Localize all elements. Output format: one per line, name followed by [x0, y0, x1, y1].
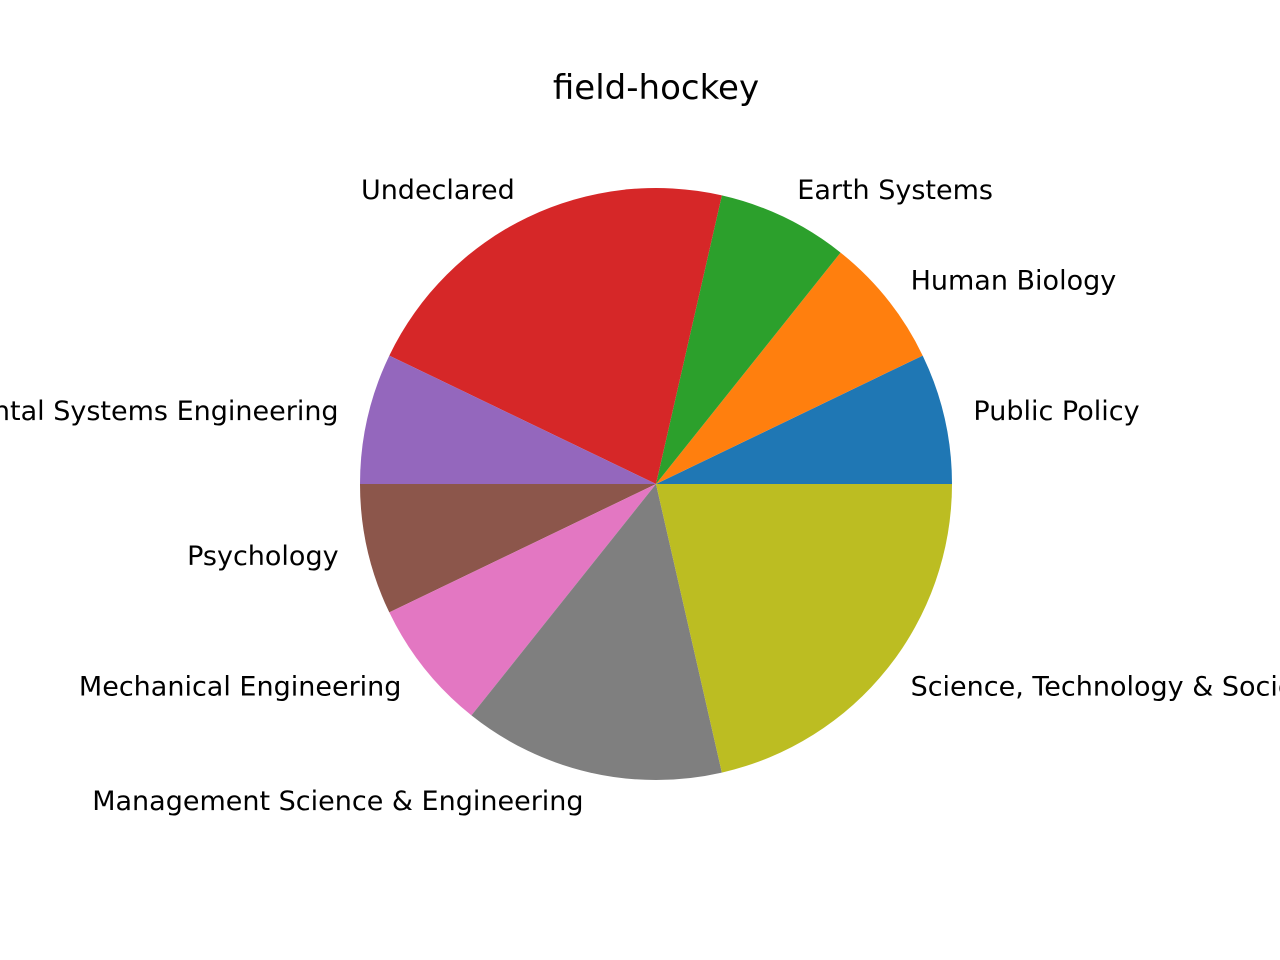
pie-slice-undeclared	[389, 188, 722, 485]
slice-label-psychology: Psychology	[187, 541, 338, 572]
slice-label-earth-systems: Earth Systems	[797, 175, 993, 206]
slice-label-environmental-systems-engineering: Environmental Systems Engineering	[0, 396, 339, 427]
pie-slice-management-science-engineering	[471, 484, 722, 780]
slice-label-public-policy: Public Policy	[973, 396, 1139, 427]
slice-label-mechanical-engineering: Mechanical Engineering	[79, 672, 402, 703]
pie-slice-environmental-systems-engineering	[360, 355, 656, 484]
slice-label-human-biology: Human Biology	[911, 265, 1117, 296]
slice-label-undeclared: Undeclared	[361, 175, 515, 206]
pie-slice-public-policy	[656, 355, 952, 484]
slice-label-management-science-engineering: Management Science & Engineering	[92, 786, 583, 817]
pie-slices	[360, 188, 952, 780]
slice-label-science-technology-society: Science, Technology & Society	[911, 672, 1280, 703]
pie-slice-earth-systems	[656, 195, 841, 485]
pie-labels: Public Policy Human Biology Earth Systems U…	[0, 175, 1280, 817]
chart-title: field-hockey	[553, 68, 759, 108]
pie-slice-human-biology	[656, 252, 923, 484]
pie-slice-psychology	[360, 484, 656, 613]
pie-slice-mechanical-engineering	[389, 484, 656, 716]
pie-slice-science-technology-society	[656, 484, 952, 773]
